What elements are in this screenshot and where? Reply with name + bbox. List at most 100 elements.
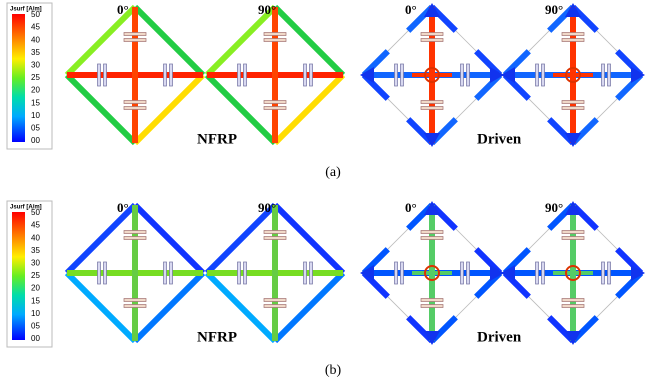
angle-label: 90° — [258, 2, 276, 17]
capacitor — [124, 299, 146, 302]
capacitor — [310, 262, 313, 284]
capacitor — [542, 262, 545, 284]
antenna-plot — [360, 3, 504, 147]
colorbar-tick-label: 50 — [31, 208, 40, 217]
capacitor — [562, 39, 584, 42]
colorbar-tick-label: 40 — [31, 233, 40, 242]
capacitor — [264, 107, 286, 110]
capacitor — [421, 33, 443, 36]
capacitor — [264, 299, 286, 302]
capacitor — [602, 262, 605, 284]
capacitor — [124, 33, 146, 36]
capacitor — [104, 262, 107, 284]
capacitor — [401, 262, 404, 284]
capacitor — [98, 64, 101, 86]
colorbar-tick-label: 35 — [31, 246, 40, 255]
capacitor — [562, 33, 584, 36]
colorbar-tick-label: 50 — [31, 10, 40, 19]
capacitor — [461, 262, 464, 284]
colorbar-tick-label: 10 — [31, 309, 40, 318]
capacitor — [542, 64, 545, 86]
figure: Jsurf [A/m]50454035302520151005000°90°0°… — [0, 0, 667, 383]
capacitor — [244, 262, 247, 284]
capacitor — [562, 107, 584, 110]
group-label: NFRP — [197, 131, 237, 147]
colorbar-tick-label: 45 — [31, 23, 40, 32]
angle-label: 0° — [405, 2, 417, 17]
capacitor — [562, 101, 584, 104]
antenna-plot — [67, 7, 203, 143]
group-label: Driven — [477, 329, 522, 345]
capacitor — [467, 262, 470, 284]
colorbar-tick-label: 35 — [31, 48, 40, 57]
capacitor — [562, 237, 584, 240]
capacitor — [104, 64, 107, 86]
group-label: Driven — [477, 131, 522, 147]
colorbar-tick-label: 25 — [31, 271, 40, 280]
capacitor — [304, 64, 307, 86]
antenna-plot — [501, 3, 645, 147]
capacitor — [264, 33, 286, 36]
capacitor — [562, 305, 584, 308]
angle-label: 90° — [545, 200, 563, 215]
capacitor — [264, 231, 286, 234]
antenna-plot — [501, 201, 645, 345]
colorbar-tick-label: 30 — [31, 259, 40, 268]
colorbar-tick-label: 25 — [31, 73, 40, 82]
capacitor — [536, 64, 539, 86]
colorbar — [12, 212, 25, 340]
antenna-plot — [360, 201, 504, 345]
antenna-plot — [207, 7, 343, 143]
group-label: NFRP — [197, 329, 237, 345]
angle-label: 0° — [405, 200, 417, 215]
capacitor — [244, 64, 247, 86]
capacitor — [401, 64, 404, 86]
antenna-plot — [207, 205, 343, 341]
capacitor — [124, 237, 146, 240]
capacitor — [608, 262, 611, 284]
colorbar-tick-label: 00 — [31, 136, 40, 145]
capacitor — [461, 64, 464, 86]
capacitor — [562, 231, 584, 234]
capacitor — [536, 262, 539, 284]
capacitor — [304, 262, 307, 284]
capacitor — [562, 299, 584, 302]
capacitor — [421, 237, 443, 240]
caption: (b) — [325, 363, 342, 378]
capacitor — [421, 39, 443, 42]
capacitor — [421, 305, 443, 308]
capacitor — [164, 262, 167, 284]
colorbar — [12, 14, 25, 142]
capacitor — [238, 64, 241, 86]
colorbar-tick-label: 40 — [31, 35, 40, 44]
capacitor — [602, 64, 605, 86]
panel: Jsurf [A/m]50454035302520151005000°90°0°… — [7, 200, 645, 378]
capacitor — [124, 305, 146, 308]
colorbar-tick-label: 05 — [31, 322, 40, 331]
angle-label: 90° — [545, 2, 563, 17]
capacitor — [421, 231, 443, 234]
panel: Jsurf [A/m]50454035302520151005000°90°0°… — [7, 2, 645, 180]
colorbar-tick-label: 30 — [31, 61, 40, 70]
colorbar-tick-label: 20 — [31, 284, 40, 293]
capacitor — [395, 64, 398, 86]
colorbar-tick-label: 00 — [31, 334, 40, 343]
caption: (a) — [325, 165, 341, 180]
capacitor — [124, 107, 146, 110]
capacitor — [170, 64, 173, 86]
capacitor — [98, 262, 101, 284]
colorbar-tick-label: 45 — [31, 221, 40, 230]
capacitor — [264, 39, 286, 42]
angle-label: 0° — [117, 2, 129, 17]
colorbar-tick-label: 15 — [31, 296, 40, 305]
capacitor — [264, 101, 286, 104]
capacitor — [124, 39, 146, 42]
capacitor — [421, 101, 443, 104]
capacitor — [170, 262, 173, 284]
capacitor — [395, 262, 398, 284]
capacitor — [164, 64, 167, 86]
capacitor — [124, 231, 146, 234]
capacitor — [238, 262, 241, 284]
capacitor — [310, 64, 313, 86]
colorbar-tick-label: 05 — [31, 124, 40, 133]
